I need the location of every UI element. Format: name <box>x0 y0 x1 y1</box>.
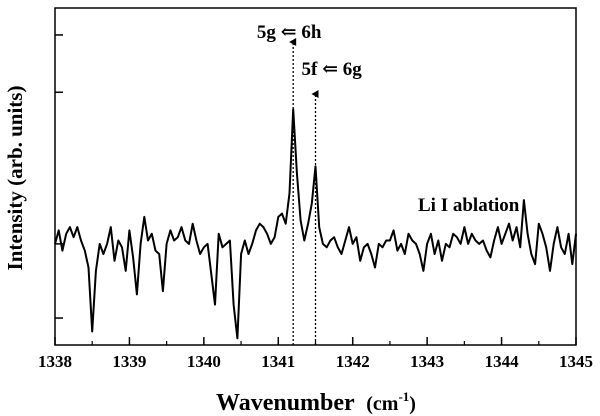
x-tick-label: 1342 <box>336 352 370 371</box>
transition-label: 5f ⇐ 6g <box>302 59 363 80</box>
annotation-label: Li I ablation <box>418 195 520 216</box>
x-axis-ticks <box>54 337 577 345</box>
x-tick-label: 1345 <box>559 352 593 371</box>
x-axis-label: Wavenumber (cm-1) <box>216 389 416 416</box>
transition-label: 5g ⇐ 6h <box>257 22 322 43</box>
x-axis-label-unit: (cm <box>366 393 399 415</box>
x-tick-label: 1343 <box>410 352 444 371</box>
x-axis-label-exponent: -1 <box>398 389 409 404</box>
x-tick-label: 1340 <box>187 352 221 371</box>
x-tick-label: 1344 <box>485 352 520 371</box>
spectrum-line <box>54 108 577 340</box>
x-axis-label-main: Wavenumber <box>216 390 355 416</box>
transition-markers: 5g ⇐ 6h 5f ⇐ 6g <box>257 22 362 345</box>
y-axis-ticks <box>55 34 63 319</box>
x-axis-tick-labels: 1338 1339 1340 1341 1342 1343 1344 1345 <box>38 352 593 371</box>
x-axis-label-close: ) <box>409 393 416 415</box>
x-tick-label: 1338 <box>38 352 72 371</box>
x-tick-label: 1341 <box>261 352 295 371</box>
y-axis-label: Intensity (arb. units) <box>3 86 27 271</box>
x-tick-label: 1339 <box>112 352 146 371</box>
